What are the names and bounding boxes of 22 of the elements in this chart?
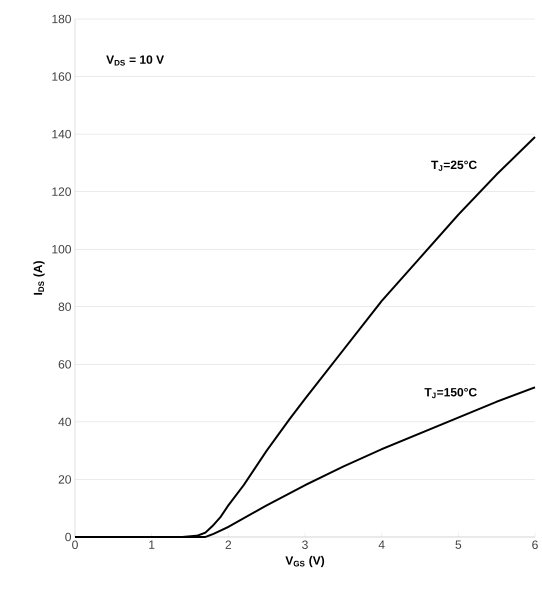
y-tick-label: 0	[65, 532, 72, 542]
y-tick-label: 40	[58, 418, 71, 426]
series-label: T$_{J}$=150°C	[424, 388, 477, 398]
x-axis-title: V$_{GS}$ (V)	[285, 556, 324, 568]
annotation: V$_{DS}$ = 10 V	[106, 55, 164, 66]
y-tick-label: 20	[58, 475, 71, 484]
y-tick-label: 60	[58, 360, 71, 369]
y-tick-label: 140	[52, 130, 71, 138]
x-tick-label: 1	[149, 540, 154, 549]
y-tick-label: 80	[58, 302, 71, 312]
x-tick-label: 2	[226, 540, 232, 549]
x-tick-label: 4	[378, 540, 385, 549]
y-tick-label: 120	[52, 187, 71, 196]
x-tick-label: 0	[72, 540, 78, 550]
series-label: T$_{J}$=25°C	[431, 160, 477, 171]
x-tick-label: 6	[532, 540, 538, 550]
x-tick-label: 5	[455, 540, 462, 549]
y-axis-title: I$_{DS}$ (A)	[33, 261, 45, 295]
x-tick-label: 3	[302, 540, 308, 550]
y-tick-label: 100	[52, 244, 71, 254]
y-tick-label: 160	[52, 72, 71, 81]
y-tick-label: 180	[52, 14, 71, 24]
